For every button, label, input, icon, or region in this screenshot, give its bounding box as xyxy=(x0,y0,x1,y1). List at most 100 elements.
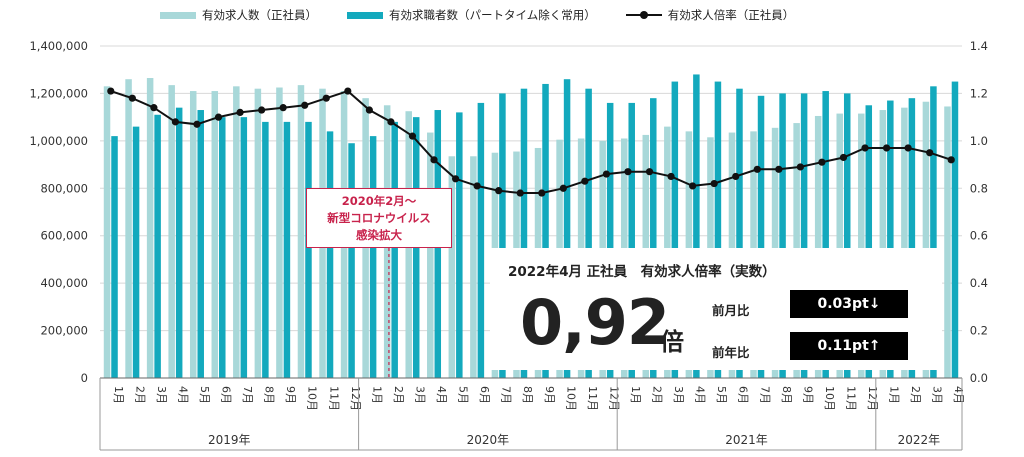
legend-swatch-job-seekers xyxy=(347,11,383,19)
y-right-tick-label: 0.2 xyxy=(970,324,988,338)
bar-job-seekers xyxy=(628,102,635,379)
bar-job-offers xyxy=(814,115,822,378)
bar-job-offers xyxy=(944,106,951,378)
bar-job-offers xyxy=(103,86,111,379)
y-right-tick-label: 0.0 xyxy=(970,371,988,385)
ratio-point xyxy=(818,158,826,166)
ratio-point xyxy=(128,94,136,102)
big-ratio-value: 0,92 xyxy=(520,286,670,359)
bar-job-offers xyxy=(836,113,843,378)
bar-job-seekers xyxy=(283,121,291,378)
y-right-tick-label: 1.2 xyxy=(970,86,988,100)
bar-job-seekers xyxy=(843,93,851,378)
bar-job-seekers xyxy=(757,95,765,379)
x-month-label: 4月 xyxy=(952,386,965,404)
yoy-value-badge: 0.11pt↑ xyxy=(790,332,908,360)
legend-swatch-job-offers xyxy=(160,11,196,19)
x-month-label: 8月 xyxy=(263,386,276,404)
bar-job-seekers xyxy=(175,107,183,379)
x-month-label: 5月 xyxy=(198,386,211,404)
x-month-label: 9月 xyxy=(284,386,297,404)
x-month-label: 9月 xyxy=(801,386,814,404)
x-month-label: 3月 xyxy=(931,386,944,404)
y-left-tick-label: 400,000 xyxy=(40,276,88,290)
x-month-label: 7月 xyxy=(758,386,771,404)
ratio-point xyxy=(775,165,783,173)
mom-label: 前月比 xyxy=(712,303,750,318)
ratio-point xyxy=(645,168,654,176)
bar-job-seekers xyxy=(197,110,204,379)
x-month-label: 7月 xyxy=(500,386,513,404)
x-month-label: 10月 xyxy=(823,386,836,411)
y-right-tick-label: 1.0 xyxy=(970,134,988,148)
x-month-label: 3月 xyxy=(672,386,685,404)
bar-job-offers xyxy=(189,91,197,379)
y-left-tick-label: 200,000 xyxy=(40,324,88,338)
x-month-label: 2月 xyxy=(909,386,922,404)
ratio-point xyxy=(624,168,632,176)
ratio-point xyxy=(559,184,567,192)
ratio-line xyxy=(107,87,955,197)
ratio-point xyxy=(753,165,761,173)
y-left-tick-label: 1,200,000 xyxy=(29,86,88,100)
x-year-label: 2021年 xyxy=(725,433,768,447)
bar-job-offers xyxy=(297,85,305,378)
bar-job-offers xyxy=(427,132,434,378)
x-month-label: 11月 xyxy=(844,386,857,411)
bar-job-offers xyxy=(922,101,930,378)
ratio-point xyxy=(861,144,869,152)
callout-line-1: 2020年2月～ xyxy=(341,194,417,208)
ratio-point xyxy=(947,156,955,164)
ratio-point xyxy=(732,172,740,181)
bar-job-seekers xyxy=(262,121,269,378)
legend-swatch-ratio xyxy=(625,9,662,21)
ratio-point xyxy=(538,189,546,197)
x-month-label: 11月 xyxy=(327,386,340,411)
bar-job-seekers xyxy=(520,88,528,378)
y-left-tick-label: 1,000,000 xyxy=(29,134,88,148)
x-month-label: 1月 xyxy=(629,386,642,404)
x-month-label: 11月 xyxy=(586,386,599,411)
bar-job-seekers xyxy=(865,105,873,379)
ratio-point xyxy=(107,87,115,95)
info-panel: 2022年4月 正社員 有効求人倍率（実数） 0,92 倍 前月比 0.03pt… xyxy=(490,248,942,370)
bar-job-offers xyxy=(276,87,283,378)
bar-job-seekers xyxy=(930,86,937,379)
bar-job-seekers xyxy=(800,93,808,378)
bar-job-seekers xyxy=(240,117,248,379)
bar-job-seekers xyxy=(606,102,614,379)
bar-job-seekers xyxy=(154,114,161,379)
ratio-point xyxy=(473,182,481,190)
bar-job-seekers xyxy=(908,98,916,379)
x-month-label: 1月 xyxy=(370,386,383,404)
bar-job-seekers xyxy=(456,112,463,379)
bar-job-offers xyxy=(254,88,262,378)
y-left-tick-label: 1,400,000 xyxy=(29,39,88,53)
y-right-tick-label: 0.6 xyxy=(970,229,988,243)
bar-job-offers xyxy=(879,110,887,379)
ratio-point xyxy=(581,177,589,185)
x-month-label: 12月 xyxy=(349,386,362,411)
legend-label-job-offers: 有効求人数（正社員） xyxy=(202,8,317,22)
ratio-point xyxy=(365,106,373,114)
x-month-label: 2月 xyxy=(133,386,146,404)
x-month-label: 4月 xyxy=(176,386,189,404)
ratio-point xyxy=(193,120,201,128)
callout-line-3: 感染拡大 xyxy=(356,228,402,242)
ratio-point xyxy=(882,144,891,152)
x-month-label: 8月 xyxy=(521,386,534,404)
bar-job-seekers xyxy=(563,79,571,378)
bar-job-seekers xyxy=(326,131,334,378)
big-ratio-unit: 倍 xyxy=(660,328,684,356)
bar-job-seekers xyxy=(887,100,894,379)
bar-job-offers xyxy=(448,156,456,378)
bar-job-offers xyxy=(233,86,240,379)
ratio-point xyxy=(796,163,804,171)
ratio-line-path xyxy=(110,89,952,194)
ratio-point xyxy=(387,118,395,126)
legend-label-ratio: 有効求人倍率（正社員） xyxy=(667,8,795,22)
yoy-label: 前年比 xyxy=(712,345,750,360)
bar-job-seekers xyxy=(499,93,506,378)
bar-job-offers xyxy=(146,78,154,378)
